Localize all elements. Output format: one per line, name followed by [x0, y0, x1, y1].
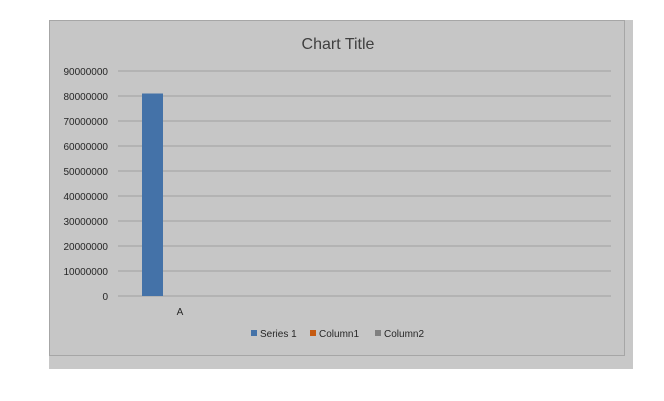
y-tick-label: 40000000	[64, 192, 109, 203]
y-axis-tick-labels: 90000000 80000000 70000000 60000000 50000000…	[64, 67, 109, 303]
x-axis-tick-labels: A	[177, 307, 184, 318]
y-tick-label: 30000000	[64, 217, 109, 228]
y-tick-label: 50000000	[64, 167, 109, 178]
legend-swatch	[375, 330, 381, 336]
legend-label: Series 1	[260, 329, 297, 340]
y-tick-label: 10000000	[64, 267, 109, 278]
y-tick-label: 90000000	[64, 67, 109, 78]
legend-label: Column2	[384, 329, 424, 340]
gridlines	[118, 70, 611, 297]
bar-series-1[interactable]	[142, 93, 163, 297]
y-tick-label: 70000000	[64, 117, 109, 128]
chart-title[interactable]: Chart Title	[302, 36, 375, 53]
legend-label: Column1	[319, 329, 359, 340]
y-tick-label: 60000000	[64, 142, 109, 153]
legend-swatch	[310, 330, 316, 336]
legend-swatch	[251, 330, 257, 336]
y-tick-label: 20000000	[64, 242, 109, 253]
chart-area[interactable]: Chart Title 90000000 80000000 70000000 6000…	[49, 20, 625, 356]
legend[interactable]: Series 1 Column1 Column2	[251, 329, 424, 340]
y-tick-label: 0	[102, 292, 108, 303]
chart-svg: Chart Title 90000000 80000000 70000000 6000…	[64, 36, 611, 340]
y-tick-label: 80000000	[64, 92, 109, 103]
x-tick-label: A	[177, 307, 184, 318]
bars	[142, 93, 163, 297]
